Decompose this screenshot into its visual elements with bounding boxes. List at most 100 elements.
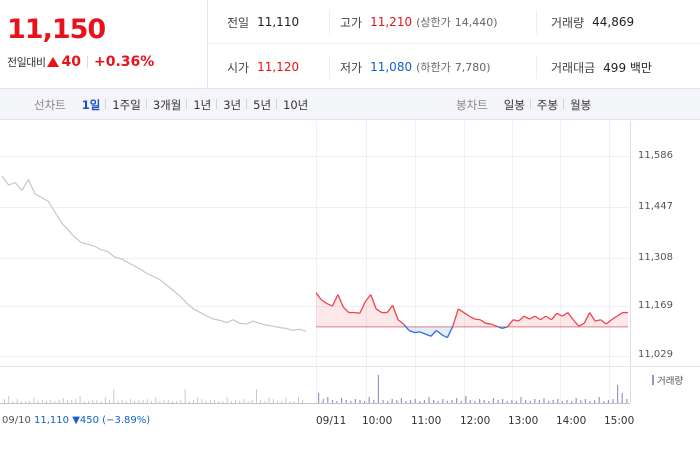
volume-bar xyxy=(260,400,262,403)
volume-bar xyxy=(469,400,471,403)
period-1w[interactable]: 1주일 xyxy=(105,97,146,113)
y-tick-label: 11,586 xyxy=(638,150,673,161)
volume-bar xyxy=(451,400,453,403)
price-segment xyxy=(616,312,623,317)
volume-bar xyxy=(117,401,119,403)
intraday-chart[interactable]: 11,586 11,447 11,308 11,169 11,029 거래량 0… xyxy=(0,121,700,450)
price-segment xyxy=(583,312,591,324)
lower-limit-label: (하한가 xyxy=(416,61,451,74)
volume-bar xyxy=(405,401,407,403)
volume-bar xyxy=(437,401,439,403)
volume-bar xyxy=(159,401,161,403)
volume-bar xyxy=(612,399,614,403)
volume-bar xyxy=(239,401,241,403)
volume-bar xyxy=(243,399,245,403)
volume-bar xyxy=(54,401,56,403)
volume-bar xyxy=(272,399,274,403)
volume-bar xyxy=(584,399,586,403)
area-segment xyxy=(376,308,382,327)
volume-bar xyxy=(423,400,425,403)
period-5y[interactable]: 5년 xyxy=(246,97,277,113)
volume-bar xyxy=(368,397,370,403)
volume-bar xyxy=(520,397,522,403)
area-segment xyxy=(409,326,415,333)
area-segment xyxy=(567,312,574,327)
price-segment xyxy=(425,333,432,337)
volume-bar xyxy=(134,401,136,403)
volume-bar xyxy=(125,401,127,403)
candle-monthly[interactable]: 월봉 xyxy=(563,97,597,113)
period-3m[interactable]: 3개월 xyxy=(145,97,187,113)
price-segment xyxy=(441,334,448,339)
volume-bar xyxy=(277,401,278,403)
price-segment xyxy=(578,322,585,327)
candle-daily[interactable]: 일봉 xyxy=(503,97,525,112)
volume-bar xyxy=(474,401,476,403)
low-label: 저가 xyxy=(340,60,363,75)
volume-bar xyxy=(396,400,398,403)
price-segment xyxy=(540,315,547,321)
volume-bar xyxy=(142,400,144,403)
volume-bar xyxy=(525,400,527,403)
volume-bar xyxy=(506,401,508,403)
low-value: 11,080 xyxy=(370,60,413,74)
volume-bar xyxy=(543,398,545,403)
price-segment xyxy=(479,319,487,324)
y-tick-label: 11,308 xyxy=(638,252,673,263)
candle-chart-label: 봉차트 xyxy=(456,97,488,112)
volume-bar xyxy=(414,399,416,403)
amount-cell: 거래대금 499 백만 xyxy=(536,55,652,79)
period-10y[interactable]: 10년 xyxy=(276,97,314,113)
period-3y[interactable]: 3년 xyxy=(216,97,247,113)
volume-bar xyxy=(197,397,199,403)
volume-bar xyxy=(538,400,540,403)
area-segment xyxy=(348,312,355,327)
price-segment xyxy=(375,308,383,314)
price-segment xyxy=(507,319,514,328)
candle-weekly[interactable]: 주봉 xyxy=(529,97,564,113)
volume-bar xyxy=(350,401,352,403)
change-row: 전일대비 40 +0.36% xyxy=(7,54,154,70)
volume-bar xyxy=(377,375,379,403)
volume-bar xyxy=(341,398,343,403)
volume-bar xyxy=(100,401,102,403)
volume-bar xyxy=(373,400,375,403)
change-percent: +0.36% xyxy=(93,54,155,70)
area-segment xyxy=(540,316,546,327)
volume-bar xyxy=(20,401,22,403)
divider xyxy=(86,56,88,68)
prev-day-price-line xyxy=(1,175,307,332)
volume-bar xyxy=(400,398,402,403)
volume-label: 거래량 xyxy=(551,15,585,30)
volume-bar xyxy=(552,400,554,403)
volume-bar xyxy=(121,400,123,403)
volume-bar xyxy=(46,401,47,403)
price-segment xyxy=(321,299,328,305)
price-segment xyxy=(594,319,601,322)
area-segment xyxy=(326,303,333,327)
price-segment xyxy=(545,315,552,321)
area-segment xyxy=(436,326,442,335)
period-1d[interactable]: 1일 xyxy=(81,97,101,112)
volume-bar xyxy=(180,400,182,403)
volume-bar xyxy=(382,400,384,403)
volume-bar xyxy=(12,401,14,403)
price-segment xyxy=(463,312,470,317)
volume-bar xyxy=(205,401,207,403)
volume-bar xyxy=(621,393,623,403)
volume-bar xyxy=(4,399,5,403)
volume-bar xyxy=(571,401,573,403)
volume-bar xyxy=(594,400,596,403)
volume-bar xyxy=(209,400,211,403)
volume-legend: 거래량 xyxy=(652,373,683,387)
volume-bar xyxy=(251,400,253,403)
area-segment xyxy=(370,294,377,327)
area-segment xyxy=(617,312,623,327)
price-segment xyxy=(337,294,344,308)
volume-bar xyxy=(151,401,152,403)
today-price-area xyxy=(316,292,628,338)
prev-day-footer: 09/10 11,110 ▼450 (−3.89%) xyxy=(2,415,150,426)
volume-bar xyxy=(256,389,257,403)
period-1y[interactable]: 1년 xyxy=(186,97,217,113)
price-segment xyxy=(534,315,541,321)
